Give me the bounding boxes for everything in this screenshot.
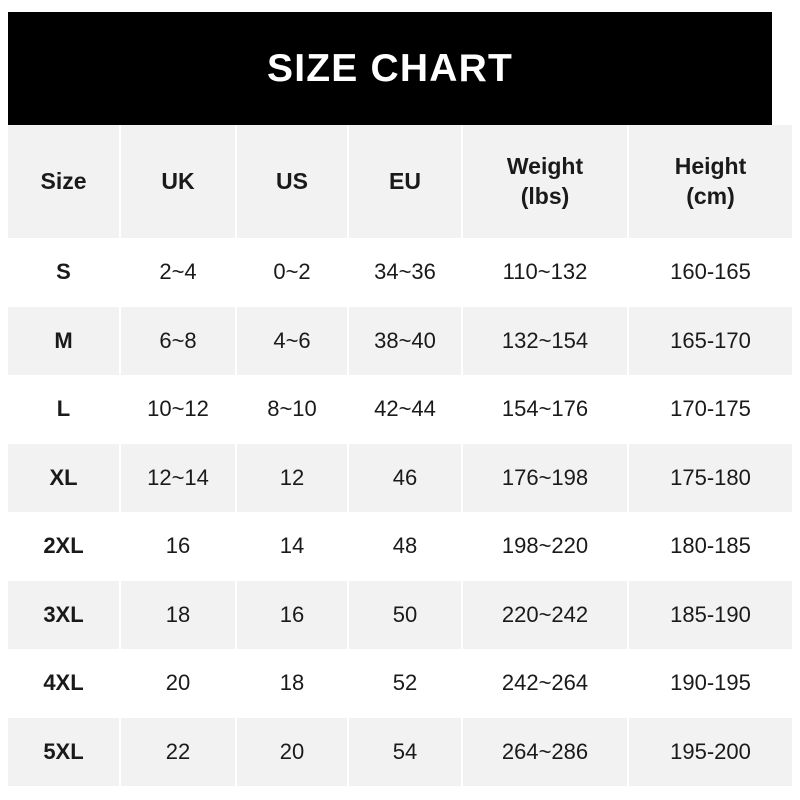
cell-weight: 176~198 bbox=[462, 443, 629, 512]
cell-weight: 220~242 bbox=[462, 580, 629, 649]
header-label-line1: Size bbox=[40, 167, 87, 194]
table-row: 5XL 22 20 54 264~286 195-200 bbox=[8, 717, 792, 786]
cell-size: L bbox=[8, 375, 121, 444]
header-label-line1: Weight bbox=[506, 153, 584, 180]
cell-height: 165-170 bbox=[628, 306, 792, 375]
cell-size: 2XL bbox=[8, 512, 121, 581]
table-row: 4XL 20 18 52 242~264 190-195 bbox=[8, 649, 792, 718]
column-header-us: US bbox=[236, 125, 349, 238]
cell-eu: 48 bbox=[348, 512, 463, 581]
column-header-uk: UK bbox=[120, 125, 237, 238]
cell-size: XL bbox=[8, 443, 121, 512]
cell-size: 4XL bbox=[8, 649, 121, 718]
size-chart-table: Size UK US EU Weight (lbs) Height (cm) bbox=[8, 125, 792, 786]
cell-us: 16 bbox=[236, 580, 349, 649]
cell-us: 18 bbox=[236, 649, 349, 718]
table-row: 2XL 16 14 48 198~220 180-185 bbox=[8, 512, 792, 581]
cell-eu: 52 bbox=[348, 649, 463, 718]
cell-size: 5XL bbox=[8, 717, 121, 786]
cell-weight: 132~154 bbox=[462, 306, 629, 375]
cell-us: 14 bbox=[236, 512, 349, 581]
header-label-line1: UK bbox=[161, 167, 195, 194]
header-label-line1: EU bbox=[389, 167, 421, 194]
cell-height: 195-200 bbox=[628, 717, 792, 786]
table-body: S 2~4 0~2 34~36 110~132 160-165 M 6~8 4~… bbox=[8, 238, 792, 786]
table-row: 3XL 18 16 50 220~242 185-190 bbox=[8, 580, 792, 649]
cell-us: 20 bbox=[236, 717, 349, 786]
cell-size: M bbox=[8, 306, 121, 375]
table-row: S 2~4 0~2 34~36 110~132 160-165 bbox=[8, 238, 792, 307]
cell-eu: 54 bbox=[348, 717, 463, 786]
table-row: M 6~8 4~6 38~40 132~154 165-170 bbox=[8, 306, 792, 375]
cell-height: 180-185 bbox=[628, 512, 792, 581]
cell-weight: 242~264 bbox=[462, 649, 629, 718]
cell-us: 4~6 bbox=[236, 306, 349, 375]
cell-eu: 38~40 bbox=[348, 306, 463, 375]
cell-uk: 22 bbox=[120, 717, 237, 786]
page-title: SIZE CHART bbox=[267, 47, 513, 90]
column-header-eu: EU bbox=[348, 125, 463, 238]
cell-height: 160-165 bbox=[628, 238, 792, 307]
table-header: Size UK US EU Weight (lbs) Height (cm) bbox=[8, 125, 792, 238]
cell-uk: 2~4 bbox=[120, 238, 237, 307]
cell-uk: 20 bbox=[120, 649, 237, 718]
header-label-line1: US bbox=[276, 167, 308, 194]
title-bar: SIZE CHART bbox=[8, 12, 772, 125]
cell-height: 170-175 bbox=[628, 375, 792, 444]
cell-weight: 154~176 bbox=[462, 375, 629, 444]
column-header-weight: Weight (lbs) bbox=[462, 125, 629, 238]
cell-height: 175-180 bbox=[628, 443, 792, 512]
cell-eu: 46 bbox=[348, 443, 463, 512]
size-chart-container: SIZE CHART Size UK US EU bbox=[8, 12, 792, 786]
cell-height: 190-195 bbox=[628, 649, 792, 718]
cell-size: S bbox=[8, 238, 121, 307]
column-header-height: Height (cm) bbox=[628, 125, 792, 238]
cell-size: 3XL bbox=[8, 580, 121, 649]
cell-height: 185-190 bbox=[628, 580, 792, 649]
table-row: XL 12~14 12 46 176~198 175-180 bbox=[8, 443, 792, 512]
header-label-line2: (cm) bbox=[686, 182, 735, 209]
cell-eu: 42~44 bbox=[348, 375, 463, 444]
cell-eu: 34~36 bbox=[348, 238, 463, 307]
header-row: Size UK US EU Weight (lbs) Height (cm) bbox=[8, 125, 792, 238]
cell-uk: 16 bbox=[120, 512, 237, 581]
cell-us: 12 bbox=[236, 443, 349, 512]
cell-weight: 110~132 bbox=[462, 238, 629, 307]
cell-eu: 50 bbox=[348, 580, 463, 649]
cell-weight: 264~286 bbox=[462, 717, 629, 786]
cell-uk: 18 bbox=[120, 580, 237, 649]
column-header-size: Size bbox=[8, 125, 121, 238]
header-label-line1: Height bbox=[674, 153, 747, 180]
header-label-line2: (lbs) bbox=[520, 182, 570, 209]
cell-uk: 10~12 bbox=[120, 375, 237, 444]
cell-us: 0~2 bbox=[236, 238, 349, 307]
cell-weight: 198~220 bbox=[462, 512, 629, 581]
cell-uk: 6~8 bbox=[120, 306, 237, 375]
table-row: L 10~12 8~10 42~44 154~176 170-175 bbox=[8, 375, 792, 444]
cell-uk: 12~14 bbox=[120, 443, 237, 512]
cell-us: 8~10 bbox=[236, 375, 349, 444]
